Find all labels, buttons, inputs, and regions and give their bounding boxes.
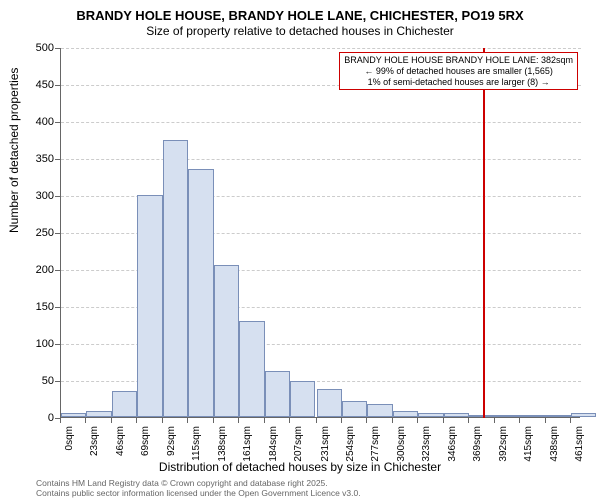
y-tick-label: 0 [14,412,54,424]
x-tick-mark [468,418,469,423]
y-tick-label: 400 [14,116,54,128]
y-tick-mark [55,381,60,382]
histogram-bar [239,321,264,417]
histogram-bar [290,381,315,417]
x-axis-title: Distribution of detached houses by size … [0,460,600,474]
histogram-bar [86,411,111,417]
plot-area [60,48,580,418]
y-tick-mark [55,270,60,271]
y-tick-label: 250 [14,227,54,239]
y-tick-mark [55,307,60,308]
x-tick-mark [60,418,61,423]
histogram-bar [444,413,469,417]
y-tick-mark [55,344,60,345]
annotation-box: BRANDY HOLE HOUSE BRANDY HOLE LANE: 382s… [339,52,578,90]
histogram-bar [137,195,162,417]
grid-line [61,159,581,160]
y-tick-mark [55,159,60,160]
y-tick-mark [55,85,60,86]
y-tick-label: 300 [14,190,54,202]
histogram-bar [188,169,213,417]
y-tick-label: 350 [14,153,54,165]
x-tick-mark [341,418,342,423]
x-tick-mark [366,418,367,423]
x-tick-mark [443,418,444,423]
x-tick-mark [519,418,520,423]
x-tick-mark [238,418,239,423]
histogram-bar [367,404,392,417]
x-tick-mark [570,418,571,423]
x-tick-mark [162,418,163,423]
histogram-bar [214,265,239,417]
x-tick-mark [213,418,214,423]
histogram-bar [163,140,188,418]
y-tick-mark [55,48,60,49]
y-tick-label: 150 [14,301,54,313]
x-tick-mark [316,418,317,423]
x-tick-mark [392,418,393,423]
grid-line [61,122,581,123]
y-tick-mark [55,122,60,123]
footer-line-1: Contains HM Land Registry data © Crown c… [36,478,328,488]
x-tick-mark [111,418,112,423]
x-tick-mark [417,418,418,423]
annotation-line: ← 99% of detached houses are smaller (1,… [344,66,573,77]
histogram-bar [393,411,418,417]
y-tick-label: 100 [14,338,54,350]
y-tick-mark [55,196,60,197]
x-tick-mark [85,418,86,423]
y-tick-label: 450 [14,79,54,91]
histogram-bar [495,415,520,417]
y-axis-title: Number of detached properties [7,68,21,233]
chart-title-line2: Size of property relative to detached ho… [0,24,600,38]
x-tick-mark [545,418,546,423]
histogram-bar [112,391,137,417]
y-tick-label: 500 [14,42,54,54]
histogram-bar [418,413,443,417]
chart-title-line1: BRANDY HOLE HOUSE, BRANDY HOLE LANE, CHI… [0,8,600,23]
x-tick-mark [289,418,290,423]
histogram-bar [61,413,86,417]
x-tick-mark [187,418,188,423]
x-tick-mark [136,418,137,423]
histogram-bar [520,415,545,417]
histogram-chart: BRANDY HOLE HOUSE, BRANDY HOLE LANE, CHI… [0,0,600,500]
x-tick-mark [264,418,265,423]
footer-line-2: Contains public sector information licen… [36,488,361,498]
histogram-bar [546,415,571,417]
histogram-bar [265,371,290,417]
grid-line [61,48,581,49]
histogram-bar [571,413,596,417]
histogram-bar [317,389,342,417]
y-tick-label: 200 [14,264,54,276]
y-tick-label: 50 [14,375,54,387]
marker-line [483,48,485,418]
x-tick-mark [494,418,495,423]
annotation-line: 1% of semi-detached houses are larger (8… [344,77,573,88]
y-tick-mark [55,233,60,234]
histogram-bar [342,401,367,417]
annotation-line: BRANDY HOLE HOUSE BRANDY HOLE LANE: 382s… [344,55,573,66]
